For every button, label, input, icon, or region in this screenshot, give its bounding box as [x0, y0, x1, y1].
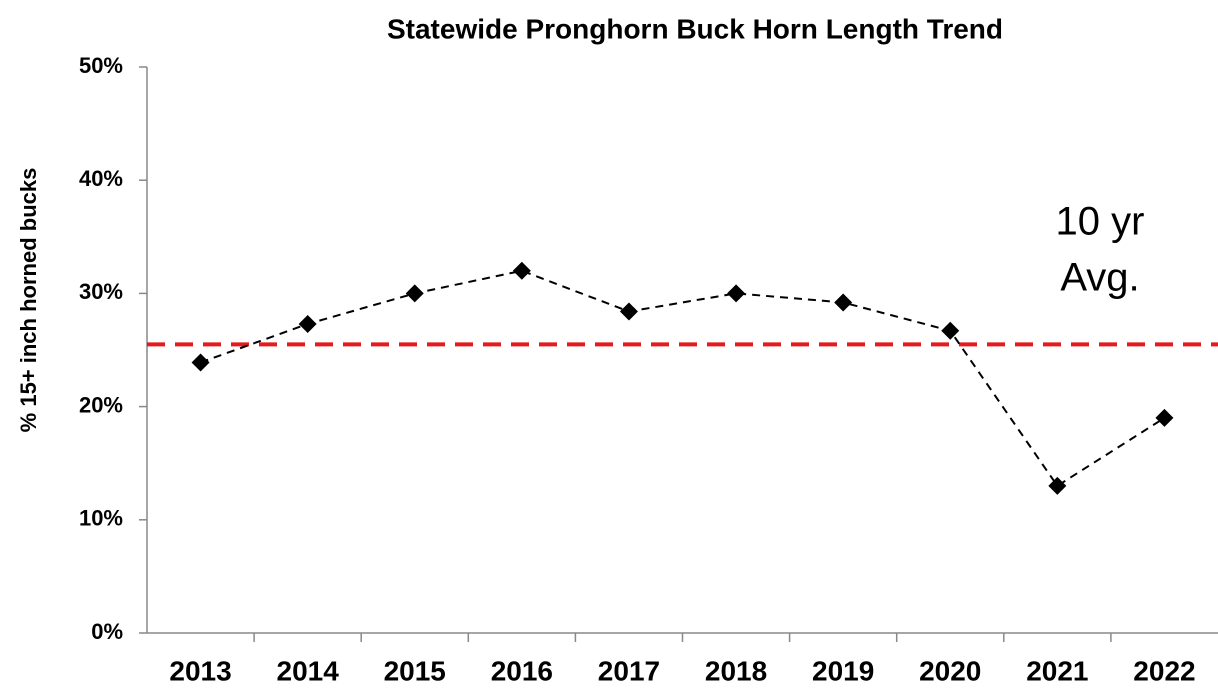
data-point [512, 261, 531, 280]
data-point [405, 284, 424, 303]
y-tick-label: 30% [79, 279, 123, 304]
data-line [200, 269, 1165, 488]
x-tick-label: 2016 [491, 655, 553, 686]
data-point [191, 353, 210, 372]
y-tick-label: 50% [79, 53, 123, 78]
data-point [298, 314, 317, 333]
y-axis-label: % 15+ inch horned bucks [16, 168, 41, 433]
chart-title: Statewide Pronghorn Buck Horn Length Tre… [387, 13, 1003, 44]
data-point [834, 293, 853, 312]
x-tick-label: 2018 [705, 655, 767, 686]
x-tick-label: 2013 [169, 655, 231, 686]
x-tick-label: 2021 [1026, 655, 1088, 686]
x-tick-label: 2019 [812, 655, 874, 686]
x-tick-label: 2014 [277, 655, 340, 686]
y-tick-label: 0% [91, 619, 123, 644]
y-tick-label: 20% [79, 392, 123, 417]
data-point [619, 302, 638, 321]
x-tick-label: 2020 [919, 655, 981, 686]
data-point [727, 284, 746, 303]
data-point [1048, 476, 1067, 495]
x-tick-label: 2017 [598, 655, 660, 686]
data-point [941, 321, 960, 340]
x-tick-label: 2022 [1133, 655, 1195, 686]
x-tick-label: 2015 [384, 655, 446, 686]
annotation: Avg. [1060, 256, 1139, 300]
data-point [1155, 408, 1174, 427]
y-tick-label: 40% [79, 166, 123, 191]
y-tick-label: 10% [79, 506, 123, 531]
annotation: 10 yr [1056, 200, 1145, 244]
